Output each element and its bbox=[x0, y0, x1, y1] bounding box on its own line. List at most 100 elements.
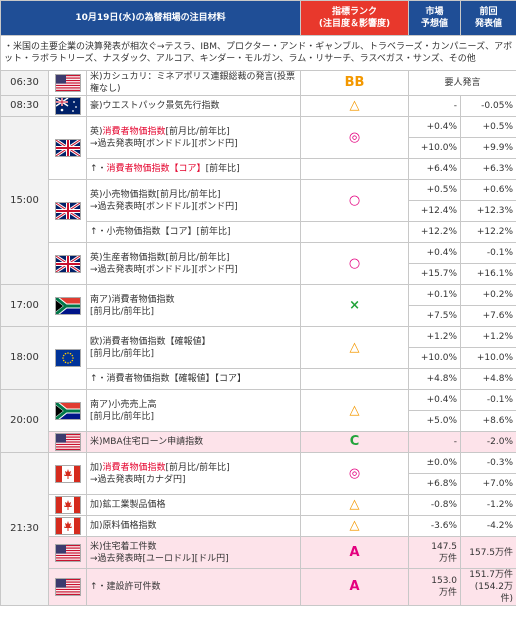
value-text: -0.1% bbox=[486, 395, 514, 405]
value-text: -0.1% bbox=[486, 248, 514, 258]
value-text: -4.2% bbox=[486, 521, 514, 531]
previous: +0.5% bbox=[460, 116, 516, 138]
flag bbox=[54, 464, 81, 483]
rank-header-sub: (注目度＆影響度) bbox=[318, 19, 391, 29]
previous: +7.6% bbox=[460, 305, 516, 327]
text-segment: 南ア)消費者物価指数 bbox=[90, 294, 175, 305]
sub-row: ↑・消費者物価指数【確報値】【コア】 +4.8% +4.8% bbox=[1, 368, 516, 390]
flag bbox=[54, 349, 81, 367]
value-text: +12.4% bbox=[420, 206, 458, 216]
flag-cell bbox=[48, 95, 87, 117]
value-line: 万件 bbox=[439, 553, 458, 564]
forecast-header: 市場 予想値 bbox=[408, 0, 462, 36]
rank: △ bbox=[300, 515, 410, 537]
indicator: ↑・建設許可件数 bbox=[85, 568, 302, 606]
note: ・米国の主要企業の決算発表が相次ぐ→テスラ、IBM、プロクター・アンド・ギャンブ… bbox=[0, 35, 516, 71]
previous: 151.7万件 (154.2万件) bbox=[460, 568, 516, 606]
flag-cell bbox=[48, 326, 87, 390]
value-line: (154.2万件) bbox=[474, 582, 514, 604]
forecast: +0.4% bbox=[408, 116, 462, 138]
forecast: +12.4% bbox=[408, 200, 462, 222]
indicator: 英)生産者物価指数[前月比/前年比] →過去発表時[ボンドドル][ボンド円] bbox=[85, 242, 302, 285]
text-segment: 加) bbox=[90, 462, 103, 473]
previous: +4.8% bbox=[460, 368, 516, 390]
forecast: +0.4% bbox=[408, 242, 462, 264]
previous: +1.2% bbox=[460, 326, 516, 348]
forecast: +1.2% bbox=[408, 326, 462, 348]
indicator: 加)消費者物価指数[前月比/前年比] →過去発表時[カナダ円] bbox=[85, 452, 302, 495]
previous: +12.3% bbox=[460, 200, 516, 222]
previous: -0.3% bbox=[460, 452, 516, 474]
previous: -0.05% bbox=[460, 95, 516, 117]
value-line: 153.0 bbox=[431, 576, 458, 586]
flag bbox=[54, 138, 81, 158]
flag-cell bbox=[48, 389, 87, 432]
rank: A bbox=[300, 536, 410, 569]
item-row: 21:30 加)消費者物価指数[前月比/前年比] →過去発表時[カナダ円] ◎ ±0.0… bbox=[0, 452, 516, 606]
forecast: -0.8% bbox=[408, 494, 462, 516]
value-text: -0.8% bbox=[430, 500, 458, 510]
indicator: 英)消費者物価指数[前月比/前年比] →過去発表時[ボンドドル][ボンド円] bbox=[85, 116, 302, 159]
forecast: +10.0% bbox=[408, 347, 462, 369]
forecast: +5.0% bbox=[408, 410, 462, 432]
forecast: +0.5% bbox=[408, 179, 462, 201]
forecast: +6.4% bbox=[408, 158, 462, 180]
indicator: 英)小売物価指数[前月比/前年比] →過去発表時[ボンドドル][ボンド円] bbox=[85, 179, 302, 222]
item-row: 英)小売物価指数[前月比/前年比] →過去発表時[ボンドドル][ボンド円] ○ +0.… bbox=[1, 179, 516, 243]
previous: +0.2% bbox=[460, 284, 516, 306]
text-segment: 米)住宅着工件数 bbox=[90, 541, 157, 552]
forecast: ±0.0% bbox=[408, 452, 462, 474]
value-text: +0.5% bbox=[482, 122, 514, 132]
time: 18:00 bbox=[0, 326, 49, 390]
rank-header-text: 指標ランク bbox=[332, 7, 378, 17]
flag-cell bbox=[48, 179, 87, 243]
flag bbox=[54, 97, 81, 115]
text-segment: [前年比] bbox=[205, 164, 240, 174]
flag bbox=[53, 400, 81, 421]
value-line: 151.7万件 bbox=[469, 570, 514, 580]
item-row: 20:00 南ア)小売売上高 [前月比/前年比] △ +0.4% -0.1% bbox=[0, 389, 516, 453]
rank: C bbox=[300, 431, 410, 453]
text-segment: 南ア)小売売上高 bbox=[90, 399, 157, 410]
time: 20:00 bbox=[0, 389, 49, 453]
value-text: +1.2% bbox=[426, 332, 458, 342]
text-segment: [前月比/前年比] bbox=[90, 306, 155, 317]
text-segment: [前月比/前年比] bbox=[165, 126, 230, 137]
text-segment: 加)原料価格指数 bbox=[90, 521, 157, 531]
forecast: +10.0% bbox=[408, 137, 462, 159]
previous: +8.6% bbox=[460, 410, 516, 432]
time: 08:30 bbox=[0, 95, 49, 117]
value-text: +0.6% bbox=[482, 185, 514, 195]
previous-header: 前回 発表値 bbox=[460, 0, 516, 36]
rank: ○ bbox=[300, 179, 410, 222]
value-text: +0.4% bbox=[426, 122, 458, 132]
text-segment: [前月比/前年比] bbox=[90, 348, 155, 359]
item-row: 17:00 南ア)消費者物価指数 [前月比/前年比] × +0.1% +0.2% bbox=[0, 284, 516, 327]
item-row: 15:00 英)消費者物価指数[前月比/前年比] →過去発表時[ボンドドル][ボンド… bbox=[0, 116, 516, 285]
sub-indicator: ↑・消費者物価指数【確報値】【コア】 bbox=[85, 368, 302, 390]
rank: A bbox=[300, 568, 410, 606]
flag bbox=[54, 254, 81, 273]
rank: × bbox=[300, 284, 410, 327]
previous: +6.3% bbox=[460, 158, 516, 180]
value-line: 147.5 bbox=[431, 541, 458, 552]
text-segment: →過去発表時[ボンドドル][ボンド円] bbox=[90, 138, 238, 149]
rank: ◎ bbox=[300, 452, 410, 495]
text-segment: 加)鉱工業製品価格 bbox=[90, 500, 166, 510]
forecast: +4.8% bbox=[408, 368, 462, 390]
item-row: ↑・建設許可件数 A 153.0 万件 151.7万件 (154.2万件) bbox=[1, 568, 516, 606]
value-text: +7.6% bbox=[482, 311, 514, 321]
indicator: 米)MBA住宅ローン申請指数 bbox=[85, 431, 302, 453]
forecast: +0.4% bbox=[408, 389, 462, 411]
text-segment: 英)生産者物価指数[前月比/前年比] bbox=[90, 252, 230, 263]
item-row: 加)鉱工業製品価格 △ -0.8% -1.2% bbox=[1, 494, 516, 516]
time: 15:00 bbox=[0, 116, 49, 285]
value-text: - bbox=[453, 437, 458, 447]
flag bbox=[54, 517, 81, 535]
indicator: 南ア)消費者物価指数 [前月比/前年比] bbox=[85, 284, 302, 327]
value-line: 157.5万件 bbox=[469, 547, 514, 558]
sub-indicator: ↑・消費者物価指数【コア】[前年比] bbox=[85, 158, 302, 180]
item-row: 米)MBA住宅ローン申請指数 C - -2.0% bbox=[1, 431, 516, 453]
flag bbox=[54, 496, 81, 514]
